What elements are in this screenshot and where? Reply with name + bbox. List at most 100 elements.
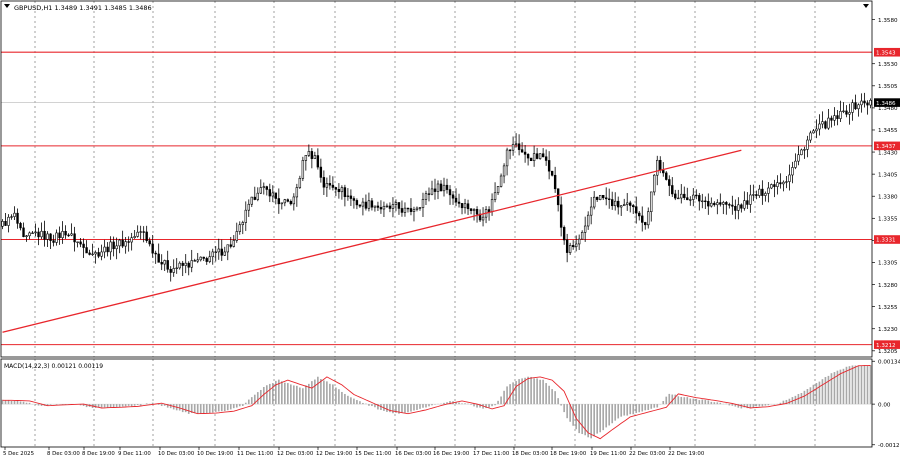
candle-body-up bbox=[130, 237, 133, 243]
trendline[interactable] bbox=[2, 149, 742, 333]
candle-body-down bbox=[535, 153, 539, 159]
shift-arrow-icon bbox=[863, 4, 869, 8]
candle-body-up bbox=[710, 202, 713, 207]
candle bbox=[767, 182, 770, 203]
candle bbox=[25, 235, 28, 242]
candle-body-up bbox=[785, 181, 788, 183]
candle bbox=[274, 192, 278, 205]
candle-body-up bbox=[782, 181, 785, 185]
time-tick-label: 12 Dec 03:00 bbox=[277, 451, 314, 457]
candle-body-up bbox=[7, 216, 10, 226]
candle-body-up bbox=[490, 199, 494, 213]
time-tick-label: 8 Dec 19:00 bbox=[82, 451, 115, 457]
candle-body-up bbox=[133, 236, 136, 238]
candle bbox=[448, 185, 452, 205]
candle-body-down bbox=[445, 184, 449, 190]
trendline-layer[interactable] bbox=[2, 149, 742, 333]
candle bbox=[259, 179, 262, 195]
candle bbox=[223, 246, 226, 256]
candle bbox=[809, 130, 812, 143]
level-tag-bg bbox=[874, 141, 900, 151]
time-axis[interactable]: 5 Dec 2025 8 Dec 03:00 8 Dec 19:00 9 Dec 11… bbox=[3, 447, 705, 457]
candle bbox=[830, 115, 833, 128]
candle-body-up bbox=[689, 199, 692, 201]
current-price-tag-label: 1.3486 bbox=[876, 101, 896, 107]
candle bbox=[151, 234, 154, 258]
candle bbox=[773, 179, 776, 198]
price-tick-label: 1.3505 bbox=[878, 84, 898, 90]
candle bbox=[568, 242, 572, 255]
macd-panel-border bbox=[0, 358, 873, 448]
candle-body-down bbox=[695, 194, 698, 197]
candle bbox=[58, 226, 61, 245]
candle bbox=[779, 173, 782, 189]
candle bbox=[478, 209, 482, 223]
candle-body-up bbox=[806, 139, 809, 150]
candle bbox=[4, 213, 7, 226]
candle-body-up bbox=[271, 192, 275, 197]
chart-header: GBPUSD,H1 1.3489 1.3491 1.3485 1.3486 bbox=[14, 4, 152, 12]
candle bbox=[46, 231, 49, 247]
price-panel-border bbox=[0, 0, 873, 358]
candle-body-down bbox=[49, 233, 52, 241]
candle-body-up bbox=[109, 241, 112, 253]
candle bbox=[592, 191, 596, 210]
candle-body-up bbox=[307, 151, 311, 156]
candle bbox=[776, 175, 779, 195]
candle bbox=[508, 149, 512, 160]
candle bbox=[328, 175, 332, 190]
candle bbox=[415, 206, 419, 212]
candle-body-up bbox=[259, 187, 262, 194]
candle-body-down bbox=[97, 252, 100, 257]
candle bbox=[217, 238, 220, 260]
candle bbox=[430, 180, 434, 196]
candle bbox=[827, 109, 830, 130]
candle bbox=[629, 200, 632, 213]
candle-body-up bbox=[367, 200, 371, 209]
candle-body-down bbox=[641, 215, 644, 223]
candle-body-up bbox=[61, 231, 64, 239]
time-tick-label: 12 Dec 19:00 bbox=[316, 451, 353, 457]
horizontal-levels[interactable] bbox=[1, 51, 872, 346]
price-tick-label: 1.3305 bbox=[878, 261, 898, 267]
candle bbox=[277, 188, 281, 214]
price-axis[interactable]: 1.35801.35301.35051.34801.34551.34301.34… bbox=[872, 0, 900, 460]
candle bbox=[617, 196, 620, 215]
candle bbox=[535, 147, 539, 160]
candle-body-up bbox=[514, 143, 518, 145]
candle bbox=[586, 211, 590, 230]
candle bbox=[812, 129, 815, 134]
candle bbox=[244, 201, 247, 231]
price-tick-label: 1.3355 bbox=[878, 217, 898, 223]
candle-body-down bbox=[277, 198, 281, 205]
candle-body-up bbox=[346, 195, 350, 198]
candle bbox=[782, 180, 785, 192]
candle-body-down bbox=[713, 202, 716, 206]
current-price-tag-bg bbox=[874, 98, 900, 107]
candle-body-up bbox=[788, 174, 791, 182]
candle bbox=[770, 183, 773, 190]
candle-body-up bbox=[91, 253, 94, 256]
candle bbox=[863, 92, 866, 108]
candle-body-up bbox=[511, 143, 515, 151]
candle bbox=[719, 193, 722, 207]
candle-body-up bbox=[463, 203, 467, 209]
candle bbox=[106, 242, 109, 257]
candle bbox=[55, 229, 58, 246]
candle-body-down bbox=[779, 182, 782, 185]
candle bbox=[64, 225, 67, 239]
candle bbox=[145, 225, 148, 243]
candle-body-up bbox=[848, 112, 851, 115]
time-tick-label: 22 Dec 03:00 bbox=[629, 451, 666, 457]
candle bbox=[118, 238, 121, 254]
candle bbox=[698, 192, 701, 211]
candle-body-up bbox=[776, 182, 779, 187]
candle bbox=[301, 156, 305, 182]
candle bbox=[229, 236, 232, 249]
candle-body-down bbox=[559, 204, 563, 228]
time-tick-label: 19 Dec 11:00 bbox=[590, 451, 627, 457]
candle bbox=[623, 198, 626, 207]
candle-body-down bbox=[454, 197, 458, 203]
